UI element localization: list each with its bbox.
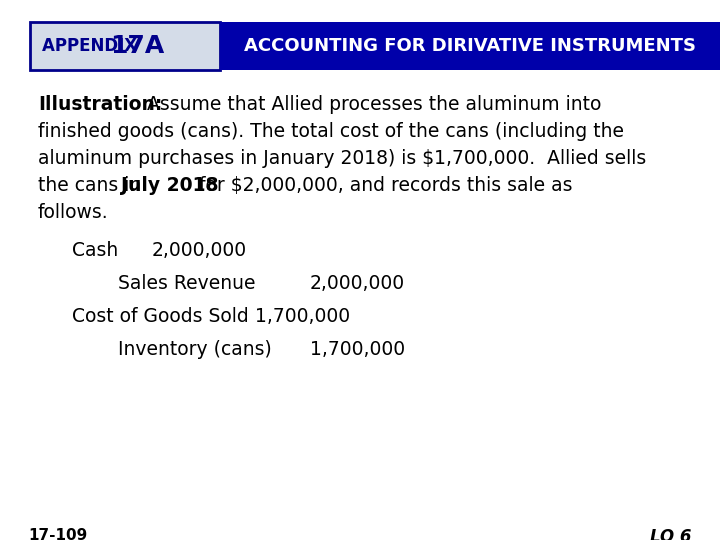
Text: Assume that Allied processes the aluminum into: Assume that Allied processes the aluminu…	[141, 95, 601, 114]
Text: APPENDIX: APPENDIX	[42, 37, 143, 55]
Text: ACCOUNTING FOR DIRIVATIVE INSTRUMENTS: ACCOUNTING FOR DIRIVATIVE INSTRUMENTS	[244, 37, 696, 55]
Text: aluminum purchases in January 2018) is $1,700,000.  Allied sells: aluminum purchases in January 2018) is $…	[38, 149, 647, 168]
Text: Sales Revenue: Sales Revenue	[118, 274, 256, 293]
Text: LO 6: LO 6	[650, 528, 692, 540]
Text: Cost of Goods Sold: Cost of Goods Sold	[72, 307, 248, 326]
Text: 1,700,000: 1,700,000	[310, 340, 405, 359]
Text: Inventory (cans): Inventory (cans)	[118, 340, 271, 359]
Text: 17A: 17A	[110, 34, 164, 58]
Bar	[220, 22, 720, 70]
Text: 1,700,000: 1,700,000	[255, 307, 350, 326]
Bar	[30, 22, 220, 70]
Text: 2,000,000: 2,000,000	[152, 241, 247, 260]
Text: July 2018: July 2018	[121, 176, 218, 195]
Text: for $2,000,000, and records this sale as: for $2,000,000, and records this sale as	[193, 176, 572, 195]
Text: follows.: follows.	[38, 203, 109, 222]
Text: Illustration:: Illustration:	[38, 95, 163, 114]
Text: finished goods (cans). The total cost of the cans (including the: finished goods (cans). The total cost of…	[38, 122, 624, 141]
Text: 2,000,000: 2,000,000	[310, 274, 405, 293]
Text: the cans in: the cans in	[38, 176, 148, 195]
Text: Cash: Cash	[72, 241, 118, 260]
Text: 17-109: 17-109	[28, 528, 87, 540]
